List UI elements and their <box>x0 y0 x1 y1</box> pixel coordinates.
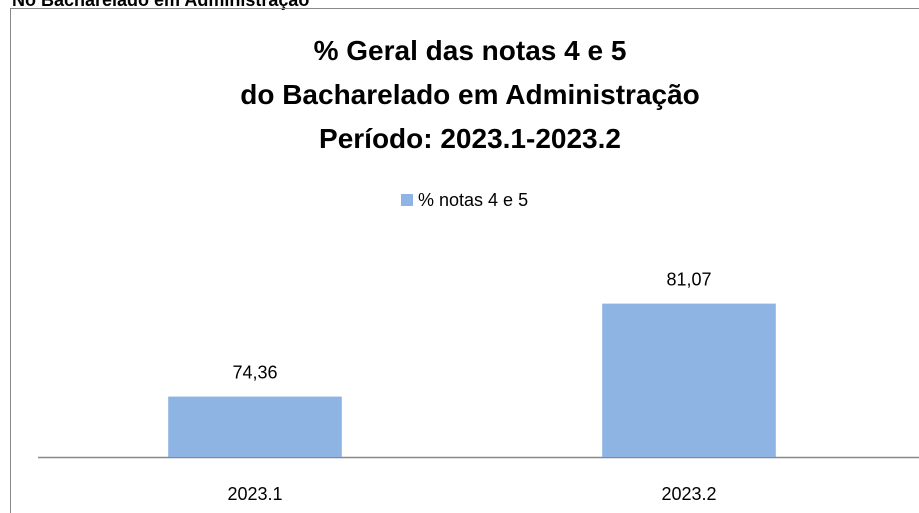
chart-title: Período: 2023.1-2023.2 <box>319 123 621 154</box>
bar <box>168 396 342 457</box>
legend-swatch <box>401 194 413 206</box>
chart-frame <box>10 8 919 513</box>
bar <box>602 303 776 457</box>
chart-title: % Geral das notas 4 e 5 <box>314 35 627 66</box>
data-label: 74,36 <box>232 363 277 383</box>
chart-title: do Bacharelado em Administração <box>240 79 700 110</box>
page-header: No Bacharelado em Administração <box>12 0 309 10</box>
x-tick-label: 2023.2 <box>661 484 716 504</box>
data-label: 81,07 <box>666 270 711 290</box>
legend-label: % notas 4 e 5 <box>418 190 528 210</box>
x-tick-label: 2023.1 <box>227 484 282 504</box>
